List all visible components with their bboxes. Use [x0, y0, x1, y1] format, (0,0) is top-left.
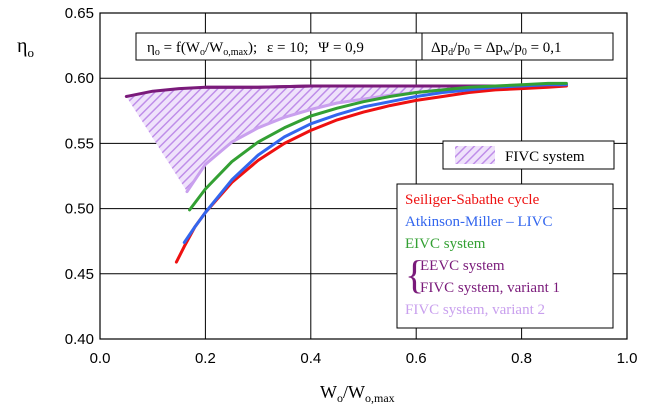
tick-labels: 0.0 0.2 0.4 0.6 0.8 1.0 0.40 0.45 0.50 0.55 0.60 0.…: [65, 5, 638, 367]
legend-label-eivc: EIVC system: [405, 236, 486, 252]
x-tick-label-5: 1.0: [617, 350, 638, 367]
header-formula-text: ηo = f(Wo/Wo,max); ε = 10; Ψ = 0,9: [147, 40, 364, 58]
legend-label-eevc: EEVC system: [420, 258, 505, 274]
header-formula-box: ηo = f(Wo/Wo,max); ε = 10; Ψ = 0,9: [135, 32, 423, 61]
header-pressure-text: Δpd/p0 = Δpw/p0 = 0,1: [431, 40, 562, 58]
x-tick-label-3: 0.6: [406, 350, 427, 367]
series-legend: Seiliger-Sabathe cycle Atkinson-Miller –…: [396, 183, 614, 329]
area-legend: FIVC system: [442, 140, 615, 170]
y-tick-label-4: 0.60: [65, 70, 94, 87]
area-legend-label: FIVC system: [505, 149, 585, 165]
x-tick-label-1: 0.2: [195, 350, 216, 367]
legend-label-fivc-2: FIVC system, variant 2: [405, 302, 545, 318]
area-legend-swatch: [455, 146, 495, 164]
legend-brace: {: [405, 252, 424, 297]
legend-label-fivc-1: FIVC system, variant 1: [420, 280, 560, 296]
y-tick-label-0: 0.40: [65, 331, 94, 348]
y-tick-label-5: 0.65: [65, 5, 94, 22]
x-tick-label-0: 0.0: [90, 350, 111, 367]
y-axis-label: ηo: [17, 35, 34, 60]
plot-frame: [99, 12, 628, 340]
fivc-area: [126, 86, 512, 192]
x-tick-label-4: 0.8: [511, 350, 532, 367]
y-tick-label-2: 0.50: [65, 201, 94, 218]
legend-label-atkinson: Atkinson-Miller – LIVC: [405, 214, 553, 230]
series-line-eivc: [188, 81, 568, 212]
legend-label-seiliger: Seiliger-Sabathe cycle: [405, 192, 540, 208]
header-pressure-box: Δpd/p0 = Δpw/p0 = 0,1: [421, 32, 614, 61]
y-tick-label-3: 0.55: [65, 135, 94, 152]
x-axis-label: Wo/Wo,max: [320, 382, 395, 405]
series-line-eevc: [124, 84, 513, 98]
x-tick-label-2: 0.4: [300, 350, 321, 367]
series-group: [124, 81, 568, 264]
y-tick-label-1: 0.45: [65, 266, 94, 283]
